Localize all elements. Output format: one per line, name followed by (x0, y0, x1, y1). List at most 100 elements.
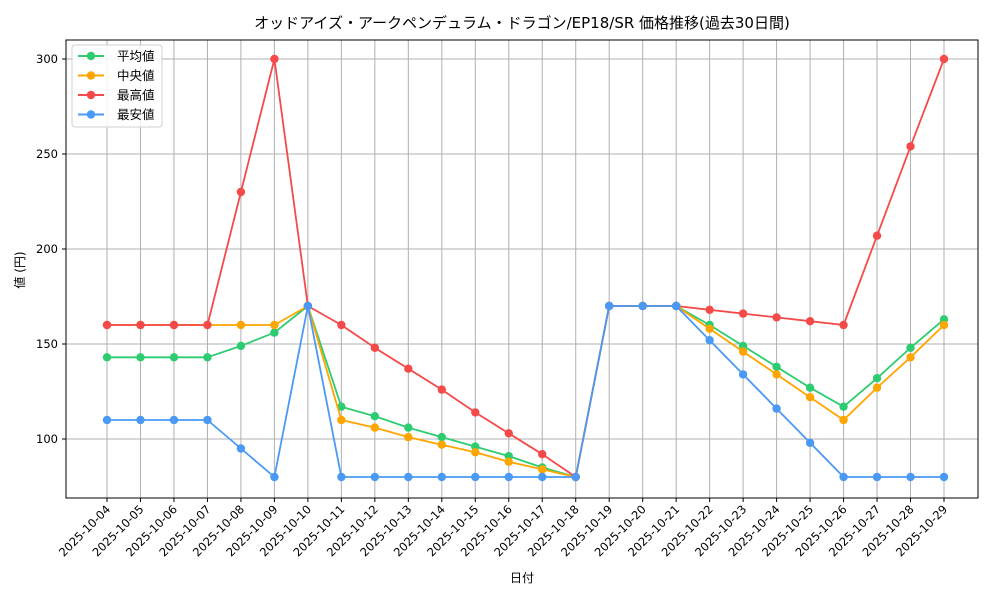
data-point (471, 448, 480, 457)
data-point (404, 472, 413, 482)
data-point (738, 309, 748, 318)
y-axis-label: 値 (円) (12, 251, 27, 288)
data-point (236, 444, 246, 453)
data-point (839, 415, 848, 425)
data-point (404, 432, 413, 442)
data-series (102, 54, 949, 482)
x-axis: 2025-10-042025-10-052025-10-062025-10-07… (56, 498, 950, 559)
data-point (705, 305, 714, 314)
x-axis-label: 日付 (510, 571, 534, 585)
legend-label: 最安値 (117, 107, 155, 122)
series-line (107, 305, 945, 478)
data-point (872, 472, 882, 482)
data-point (471, 472, 480, 482)
data-point (203, 415, 212, 425)
y-tick-label: 250 (36, 147, 58, 161)
series-平均値 (102, 301, 949, 482)
data-point (102, 320, 112, 330)
data-point (203, 353, 212, 362)
data-point (136, 415, 145, 425)
data-point (705, 336, 714, 345)
data-point (504, 472, 513, 482)
data-point (538, 472, 547, 482)
data-point (939, 472, 949, 482)
data-point (169, 353, 179, 362)
data-point (872, 374, 882, 383)
data-point (303, 301, 313, 311)
data-point (437, 440, 446, 449)
data-point (939, 320, 949, 330)
data-point (404, 364, 413, 373)
data-point (102, 353, 112, 362)
legend-marker (86, 90, 96, 100)
data-point (772, 313, 781, 322)
plot-area-frame (65, 39, 979, 499)
data-point (906, 343, 915, 352)
data-point (872, 231, 882, 240)
data-point (437, 472, 446, 482)
data-point (772, 362, 781, 371)
data-point (705, 324, 714, 333)
data-point (772, 370, 781, 379)
legend-label: 最高値 (117, 88, 155, 103)
data-point (102, 415, 112, 425)
data-point (370, 343, 380, 352)
data-point (772, 404, 781, 413)
data-point (270, 472, 279, 482)
data-point (738, 370, 748, 379)
data-point (136, 320, 145, 330)
data-point (906, 142, 915, 151)
data-point (169, 415, 179, 425)
data-point (337, 472, 346, 482)
data-point (605, 301, 614, 311)
data-point (872, 383, 882, 392)
data-point (939, 54, 949, 64)
data-point (638, 301, 647, 311)
data-point (236, 320, 246, 330)
data-point (805, 383, 815, 392)
data-point (337, 415, 346, 425)
data-point (906, 353, 915, 362)
data-point (504, 457, 513, 466)
legend-marker (86, 110, 96, 119)
data-point (404, 423, 413, 432)
data-point (437, 432, 446, 442)
data-point (437, 385, 446, 394)
data-point (839, 320, 848, 330)
data-point (270, 328, 279, 337)
y-tick-label: 100 (36, 432, 58, 446)
data-point (906, 472, 915, 482)
grid-lines (66, 40, 978, 498)
data-point (504, 429, 513, 438)
series-最高値 (102, 54, 949, 482)
series-line (107, 305, 945, 478)
legend-label: 中央値 (117, 68, 155, 83)
data-point (839, 472, 848, 482)
legend-marker (86, 51, 96, 61)
data-point (370, 472, 380, 482)
data-point (370, 423, 380, 432)
series-最安値 (102, 301, 949, 482)
series-line (107, 305, 944, 478)
data-point (738, 347, 748, 356)
data-point (805, 393, 815, 402)
data-point (270, 320, 279, 330)
data-point (337, 402, 346, 411)
data-point (805, 438, 815, 447)
data-point (337, 320, 346, 330)
data-point (571, 472, 580, 482)
data-point (370, 412, 380, 421)
legend-box (71, 44, 163, 128)
data-point (839, 402, 848, 411)
data-point (136, 353, 145, 362)
y-tick-label: 150 (36, 337, 58, 351)
data-point (471, 408, 480, 417)
data-point (270, 54, 279, 64)
y-tick-label: 300 (36, 52, 58, 66)
legend-label: 平均値 (117, 49, 155, 64)
data-point (538, 450, 547, 459)
legend-marker (86, 71, 96, 80)
